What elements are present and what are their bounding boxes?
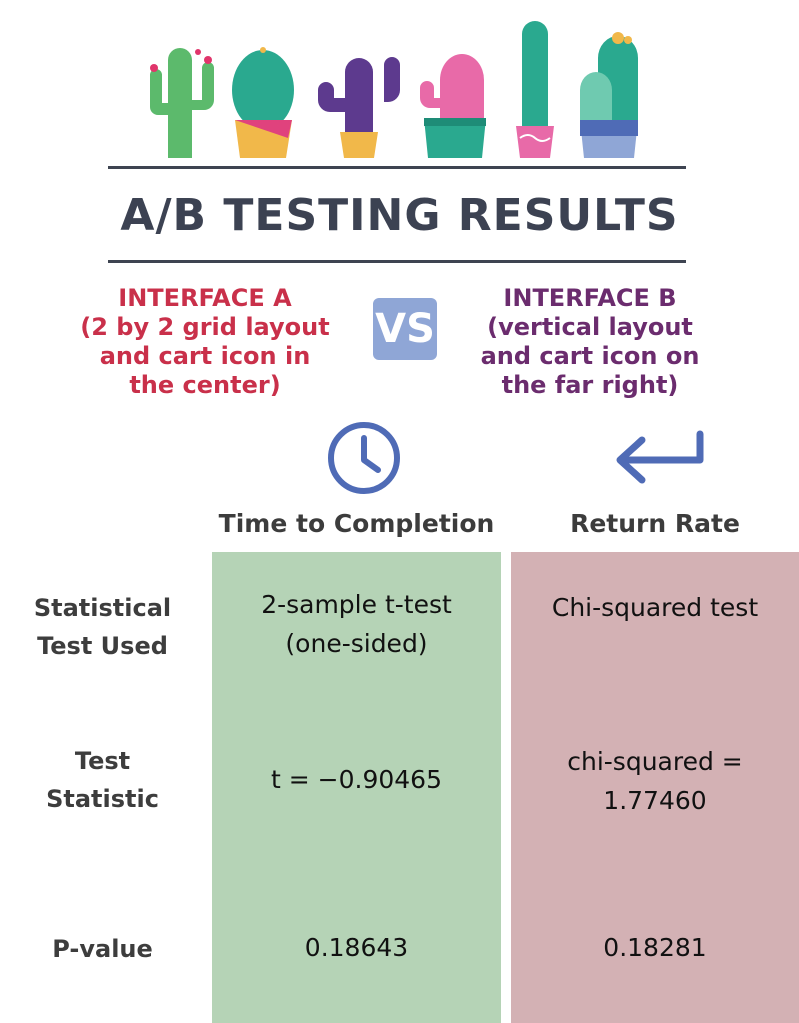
row-label-line: Test [74, 747, 131, 775]
interface-a-desc-line: the center) [129, 371, 281, 399]
interface-a-desc-line: (2 by 2 grid layout [80, 313, 330, 341]
cell-line: chi-squared = [567, 747, 743, 776]
bottom-divider [108, 260, 686, 263]
row-label-line: Statistic [46, 785, 159, 813]
cell-line: 1.77460 [603, 786, 707, 815]
row-label-line: P-value [52, 935, 153, 963]
interface-a-desc-line: and cart icon in [99, 342, 311, 370]
cacti-decoration [150, 21, 638, 158]
cell-line: 2-sample t-test [261, 590, 452, 619]
time-test-used-cell: 2-sample t-test (one-sided) [212, 585, 501, 663]
time-column-background [212, 552, 501, 1023]
interface-b-desc-line: and cart icon on [480, 342, 700, 370]
page-title: A/B TESTING RESULTS [120, 190, 679, 241]
cactus-icon [318, 57, 400, 158]
cell-line: 0.18281 [603, 933, 707, 962]
column-header-return: Return Rate [570, 509, 740, 538]
cactus-icon [580, 32, 638, 158]
cell-line: t = −0.90465 [271, 765, 442, 794]
return-test-used-cell: Chi-squared test [511, 588, 799, 627]
interface-b-block: INTERFACE B (vertical layout and cart ic… [455, 284, 725, 400]
top-divider [108, 166, 686, 169]
return-column-background [511, 552, 799, 1023]
interface-b-desc-line: (vertical layout [487, 313, 693, 341]
vs-badge: VS [373, 298, 437, 360]
cell-line: Chi-squared test [551, 593, 759, 622]
row-label-line: Test Used [37, 632, 168, 660]
column-header-time: Time to Completion [218, 509, 495, 538]
return-test-statistic-cell: chi-squared = 1.77460 [511, 742, 799, 820]
cactus-icon [420, 54, 486, 158]
return-arrow-icon [616, 430, 704, 484]
cell-line: 0.18643 [304, 933, 409, 962]
clock-icon [328, 422, 400, 494]
time-p-value-cell: 0.18643 [212, 928, 501, 967]
cactus-icon [150, 48, 214, 158]
return-p-value-cell: 0.18281 [511, 928, 799, 967]
interface-a-title: INTERFACE A [118, 284, 292, 312]
interface-b-desc-line: the far right) [501, 371, 679, 399]
row-label-p-value: P-value [0, 930, 205, 968]
row-label-line: Statistical [33, 594, 172, 622]
interface-b-title: INTERFACE B [503, 284, 677, 312]
row-label-test-statistic: Test Statistic [0, 742, 205, 818]
cell-line: (one-sided) [285, 629, 428, 658]
cactus-icon [516, 21, 554, 158]
time-test-statistic-cell: t = −0.90465 [212, 760, 501, 799]
row-label-test-used: Statistical Test Used [0, 589, 205, 665]
interface-a-block: INTERFACE A (2 by 2 grid layout and cart… [60, 284, 350, 400]
cactus-icon [232, 47, 294, 158]
